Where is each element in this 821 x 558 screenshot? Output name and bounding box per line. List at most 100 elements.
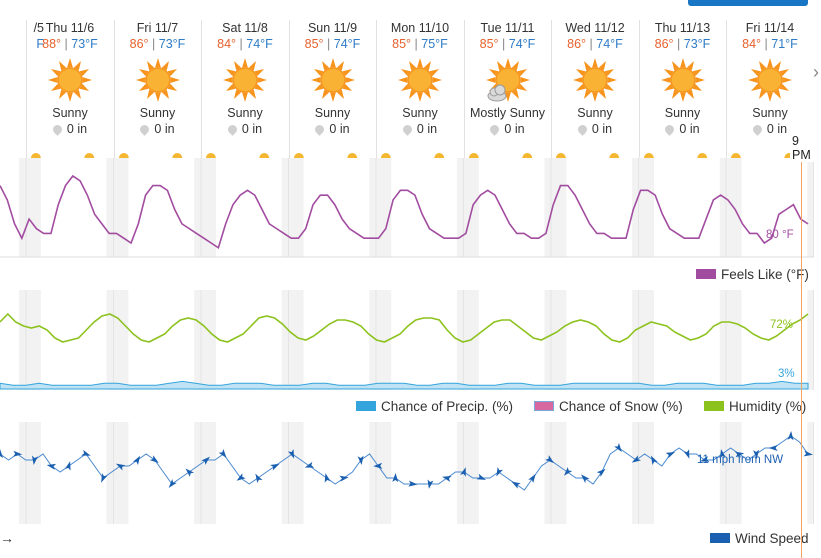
wind-arrow-icon [408,480,418,487]
wind-arrow-icon [218,449,227,458]
grid-band [632,290,654,390]
day-column[interactable]: Fri 11/7 86° | 73°F Sunny 0 in [113,20,201,158]
day-temps: 85° | 74°F [479,37,536,51]
grid-band [719,290,742,390]
day-date: Wed 11/12 [565,21,625,35]
low-temp: 74°F [508,37,536,51]
humidity-legend[interactable]: Humidity (%) [704,399,806,414]
grid-band [281,290,304,390]
wind-arrow-icon [442,476,452,482]
day-precip: 0 in [727,121,813,137]
day-precip: 0 in [27,121,113,137]
low-temp: 71°F [771,37,798,51]
wind-arrow-icon [581,474,590,483]
day-column[interactable]: Sat 11/8 84° | 74°F Sunny 0 in [201,20,288,158]
day-date: Sat 11/8 [222,21,268,35]
grid-band [719,422,742,524]
sun-phase-dots [293,153,357,158]
scroll-right-icon[interactable]: › [813,62,819,82]
high-temp: 84° [742,37,762,51]
wind-direction-arrows [0,431,813,489]
wind-legend[interactable]: Wind Speed [710,531,809,546]
day-precip: 0 in [290,121,376,137]
sun-phase-dots [468,153,532,158]
precip-series-area [0,380,809,390]
wind-arrow-icon [460,467,466,477]
wind-arrow-icon [0,449,3,458]
day-column[interactable]: Sun 11/9 85° | 74°F Sunny 0 in [288,20,376,158]
current-time-line [801,158,802,558]
feels-like-swatch [696,269,716,279]
high-temp: 85° [304,37,324,51]
wind-arrow-icon [115,463,126,471]
sun-phase-dots [205,153,270,158]
day-temps: 86° | 74°F [567,37,623,51]
feels-like-gridbands [18,158,814,257]
sun-icon [660,58,705,102]
day-date: Tue 11/11 [480,21,535,35]
wind-arrow-icon [64,461,71,471]
wind-arrow-icon [255,473,263,483]
grid-band [807,290,814,390]
daily-forecast-row: /5 F Thu 11/6 88° | 73°F Sunny 0 in Fri 11/7… [0,20,814,158]
sun-icon [48,58,92,102]
high-temp: 85° [392,37,412,51]
sun-icon [135,58,180,102]
grid-band [281,158,304,257]
scroll-left-arrow-icon[interactable]: → [0,530,14,546]
day-date: Mon 11/10 [390,21,450,35]
wind-arrow-icon [270,463,280,471]
day-column[interactable]: Thu 11/6 88° | 73°F Sunny 0 in [26,20,113,158]
wind-annotation: 11 mph from NW [697,454,783,466]
grid-band [194,422,216,524]
low-temp: 73°F [158,37,186,51]
grid-band [18,158,41,257]
wind-arrow-icon [719,449,726,459]
wind-arrow-icon [12,450,23,457]
precip-legend[interactable]: Chance of Precip. (%) [356,399,513,414]
wind-arrow-icon [287,449,295,459]
top-action-button[interactable] [688,0,808,6]
day-temps: F [0,36,61,52]
day-column[interactable]: Thu 11/13 86° | 73°F Sunny 0 in [638,20,726,158]
grid-band [18,422,41,524]
wind-swatch [710,533,730,543]
wind-arrow-icon [665,451,676,459]
precip-annotation: 3% [778,368,795,380]
grid-band [544,158,567,257]
raindrop-icon [226,123,239,136]
grid-band [194,290,216,390]
sun-icon [748,58,792,102]
low-temp: 74°F [596,37,623,51]
day-column[interactable]: Fri 11/14 84° | 71°F Sunny 0 in [726,20,813,158]
wind-arrow-icon [787,431,794,441]
day-column[interactable]: Mon 11/10 85° | 75°F Sunny 0 in [376,20,463,158]
grid-band [719,158,742,257]
snow-legend[interactable]: Chance of Snow (%) [534,399,683,414]
wind-gridbands [18,422,814,524]
day-date: Fri 11/7 [136,21,179,35]
sun-icon [223,58,267,102]
raindrop-icon [663,123,677,136]
wind-arrow-icon [357,455,364,465]
wind-arrow-icon [339,475,349,482]
humidity-annotation: 72% [770,319,793,331]
wind-arrow-icon [700,456,710,462]
humidity-gridbands [18,290,814,390]
high-temp: 86° [129,37,149,51]
wind-arrow-icon [81,449,91,456]
low-temp: 73°F [683,37,711,51]
wind-arrow-icon [373,462,383,469]
day-condition: Sunny [139,106,176,120]
sun-cloud-icon [485,58,530,102]
day-condition: Sunny [52,106,88,120]
feels-like-legend[interactable]: Feels Like (°F) [696,267,809,282]
low-temp: 75°F [421,37,448,51]
day-column[interactable]: Tue 11/11 85° | 74°F Mostly Sunny 0 in [463,20,551,158]
grid-band [18,290,41,390]
day-column[interactable]: Wed 11/12 86° | 74°F Sunny 0 in [551,20,638,158]
sun-phase-dots [643,153,707,158]
humidity-precip-chart: 72% 3% [0,290,814,390]
wind-arrow-icon [545,455,555,464]
current-time-label: 9 PM [790,134,821,162]
